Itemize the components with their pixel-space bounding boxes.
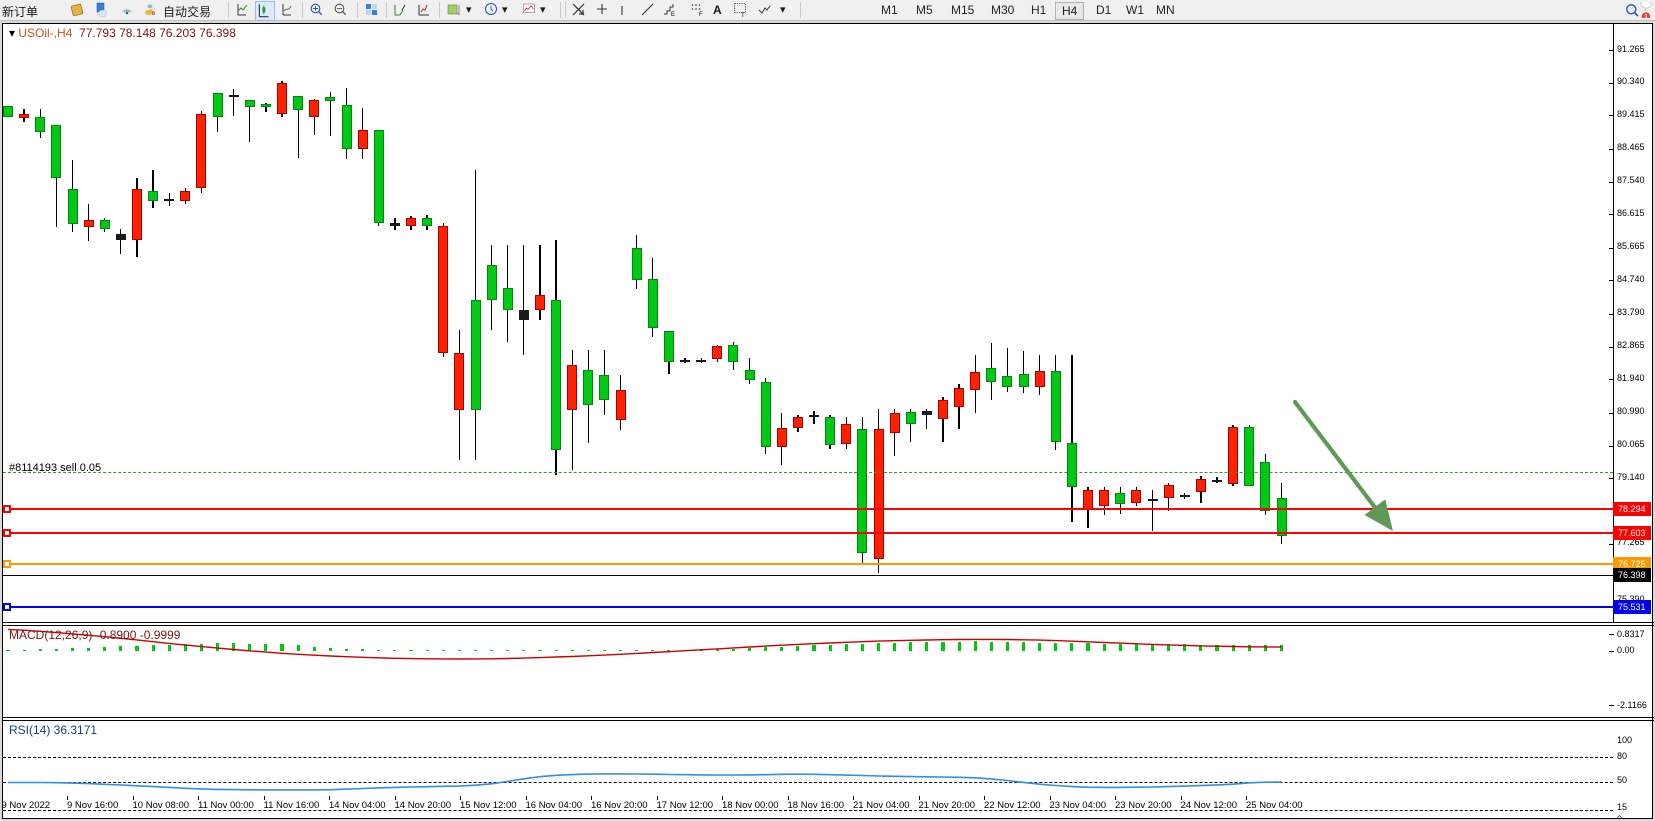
- svg-text:F: F: [699, 12, 703, 18]
- svg-text:T: T: [741, 13, 745, 18]
- svg-text:E: E: [671, 12, 675, 18]
- svg-text:1: 1: [1644, 13, 1648, 18]
